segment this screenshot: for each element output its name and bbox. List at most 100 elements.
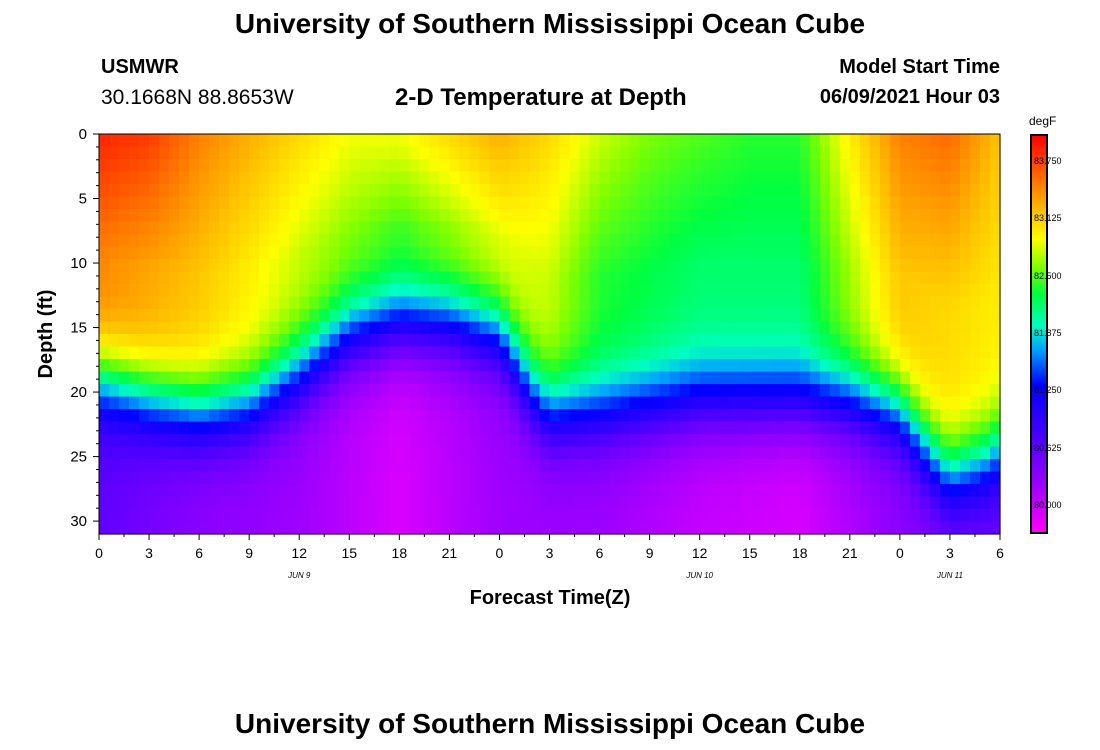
heatmap-cell [359, 334, 370, 348]
heatmap-cell [939, 171, 951, 185]
heatmap-cell [559, 384, 571, 398]
heatmap-cell [269, 496, 280, 510]
heatmap-cell [859, 221, 871, 235]
heatmap-cell [249, 421, 260, 435]
heatmap-cell [439, 321, 450, 335]
heatmap-cell [519, 421, 531, 435]
heatmap-cell [139, 496, 150, 510]
heatmap-cell [929, 171, 941, 185]
heatmap-cell [829, 409, 841, 423]
heatmap-cell [819, 246, 831, 260]
heatmap-cell [339, 321, 350, 335]
heatmap-cell [99, 396, 110, 410]
heatmap-cell [639, 184, 651, 198]
heatmap-cell [109, 309, 120, 323]
heatmap-cell [639, 396, 651, 410]
heatmap-cell [779, 271, 791, 285]
heatmap-cell [699, 409, 711, 423]
heatmap-cell [459, 284, 471, 298]
heatmap-cell [359, 396, 370, 410]
heatmap-cell [409, 446, 420, 460]
heatmap-cell [769, 521, 781, 535]
heatmap-cell [279, 371, 290, 385]
heatmap-cell [519, 334, 531, 348]
heatmap-cell [479, 471, 491, 485]
heatmap-cell [769, 146, 781, 160]
heatmap-cell [699, 184, 711, 198]
heatmap-cell [149, 421, 160, 435]
heatmap-cell [939, 321, 951, 335]
heatmap-cell [649, 409, 661, 423]
heatmap-cell [929, 284, 941, 298]
heatmap-cell [479, 521, 491, 535]
heatmap-cell [219, 221, 230, 235]
heatmap-cell [729, 346, 741, 360]
heatmap-cell [679, 371, 691, 385]
heatmap-cell [239, 296, 250, 310]
heatmap-cell [379, 421, 390, 435]
heatmap-cell [99, 259, 110, 273]
heatmap-cell [959, 471, 971, 485]
heatmap-cell [389, 459, 400, 473]
heatmap-cell [139, 446, 150, 460]
heatmap-cell [359, 271, 370, 285]
heatmap-cell [619, 146, 631, 160]
heatmap-cell [259, 471, 270, 485]
heatmap-cell [849, 309, 861, 323]
heatmap-cell [439, 421, 450, 435]
heatmap-cell [649, 521, 661, 535]
heatmap-cell [879, 209, 891, 223]
heatmap-cell [469, 309, 481, 323]
heatmap-cell [769, 221, 781, 235]
heatmap-cell [569, 134, 581, 148]
heatmap-cell [639, 296, 651, 310]
heatmap-cell [769, 371, 781, 385]
heatmap-cell [789, 221, 801, 235]
heatmap-cell [659, 134, 671, 148]
heatmap-cell [249, 359, 260, 373]
heatmap-cell [99, 246, 110, 260]
heatmap-cell [779, 371, 791, 385]
heatmap-cell [459, 221, 471, 235]
heatmap-cell [689, 321, 701, 335]
heatmap-cell [569, 359, 581, 373]
heatmap-cell [489, 159, 501, 173]
heatmap-cell [329, 521, 340, 535]
heatmap-cell [159, 346, 170, 360]
heatmap-cell [769, 321, 781, 335]
x-tick-label: 18 [392, 545, 408, 561]
heatmap-cell [449, 159, 460, 173]
x-tick-label: 12 [692, 545, 708, 561]
heatmap-cell [369, 496, 380, 510]
heatmap-cell [669, 334, 681, 348]
heatmap-cell [609, 384, 621, 398]
heatmap-cell [249, 171, 260, 185]
heatmap-cell [439, 271, 450, 285]
heatmap-cell [159, 271, 170, 285]
heatmap-cell [119, 346, 130, 360]
heatmap-cell [759, 371, 771, 385]
heatmap-cell [569, 409, 581, 423]
heatmap-cell [199, 284, 210, 298]
heatmap-cell [229, 134, 240, 148]
heatmap-cell [489, 496, 501, 510]
heatmap-cell [569, 159, 581, 173]
heatmap-cell [509, 434, 521, 448]
heatmap-cell [349, 221, 360, 235]
heatmap-cell [299, 171, 310, 185]
heatmap-cell [239, 234, 250, 248]
heatmap-cell [539, 184, 551, 198]
heatmap-cell [909, 371, 921, 385]
heatmap-cell [289, 171, 300, 185]
heatmap-cell [369, 371, 380, 385]
heatmap-cell [399, 396, 410, 410]
heatmap-cell [639, 159, 651, 173]
heatmap-cell [949, 184, 961, 198]
heatmap-cell [919, 234, 931, 248]
heatmap-cell [919, 359, 931, 373]
heatmap-cell [409, 271, 420, 285]
heatmap-cell [359, 409, 370, 423]
heatmap-cell [369, 384, 380, 398]
heatmap-cell [619, 284, 631, 298]
heatmap-cell [429, 209, 440, 223]
